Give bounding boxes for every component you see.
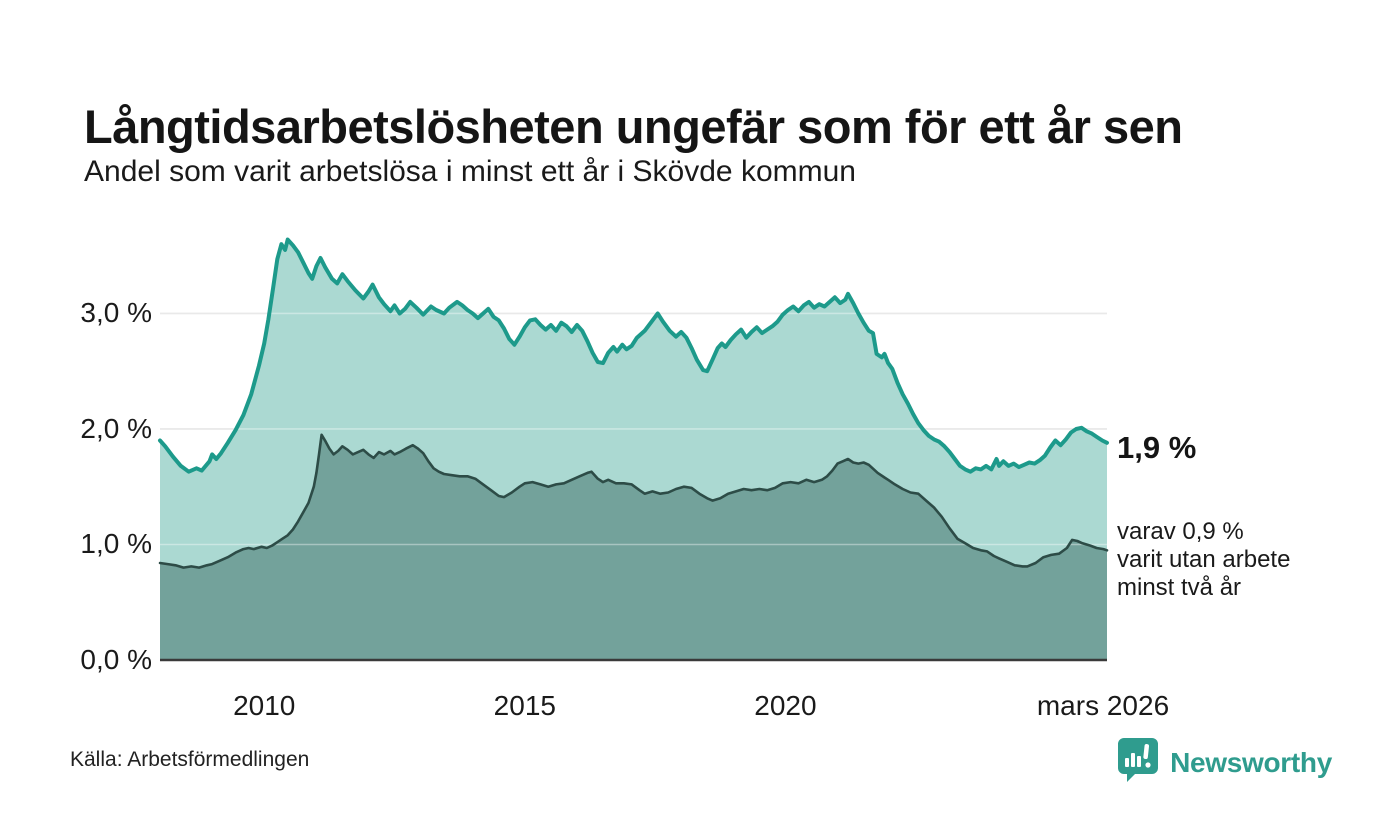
y-tick-label: 3,0 % bbox=[80, 297, 152, 329]
chart-subtitle: Andel som varit arbetslösa i minst ett å… bbox=[84, 155, 856, 188]
line-min-two-years bbox=[158, 433, 1109, 569]
newsworthy-logo[interactable]: Newsworthy bbox=[1116, 736, 1332, 789]
x-tick-label: mars 2026 bbox=[1036, 690, 1170, 721]
subset-annotation-label: varav 0,9 % varit utan arbete minst två … bbox=[1117, 518, 1291, 601]
newsworthy-wordmark: Newsworthy bbox=[1170, 746, 1332, 778]
y-tick-label: 2,0 % bbox=[80, 412, 152, 444]
area-fill-min-two-years bbox=[160, 434, 1107, 660]
y-tick-label: 0,0 % bbox=[80, 644, 152, 675]
source-note: Källa: Arbetsförmedlingen bbox=[70, 748, 310, 771]
y-tick-label: 1,0 % bbox=[80, 528, 152, 560]
x-tick-label: 2020 bbox=[754, 690, 817, 721]
x-tick-label: 2015 bbox=[493, 690, 556, 721]
newsworthy-icon bbox=[1116, 736, 1160, 789]
x-tick-label: 2010 bbox=[233, 690, 296, 721]
latest-value-label: 1,9 % bbox=[1117, 430, 1197, 465]
page-title: Långtidsarbetslösheten ungefär som för e… bbox=[84, 100, 1183, 154]
line-min-one-year bbox=[158, 237, 1109, 474]
